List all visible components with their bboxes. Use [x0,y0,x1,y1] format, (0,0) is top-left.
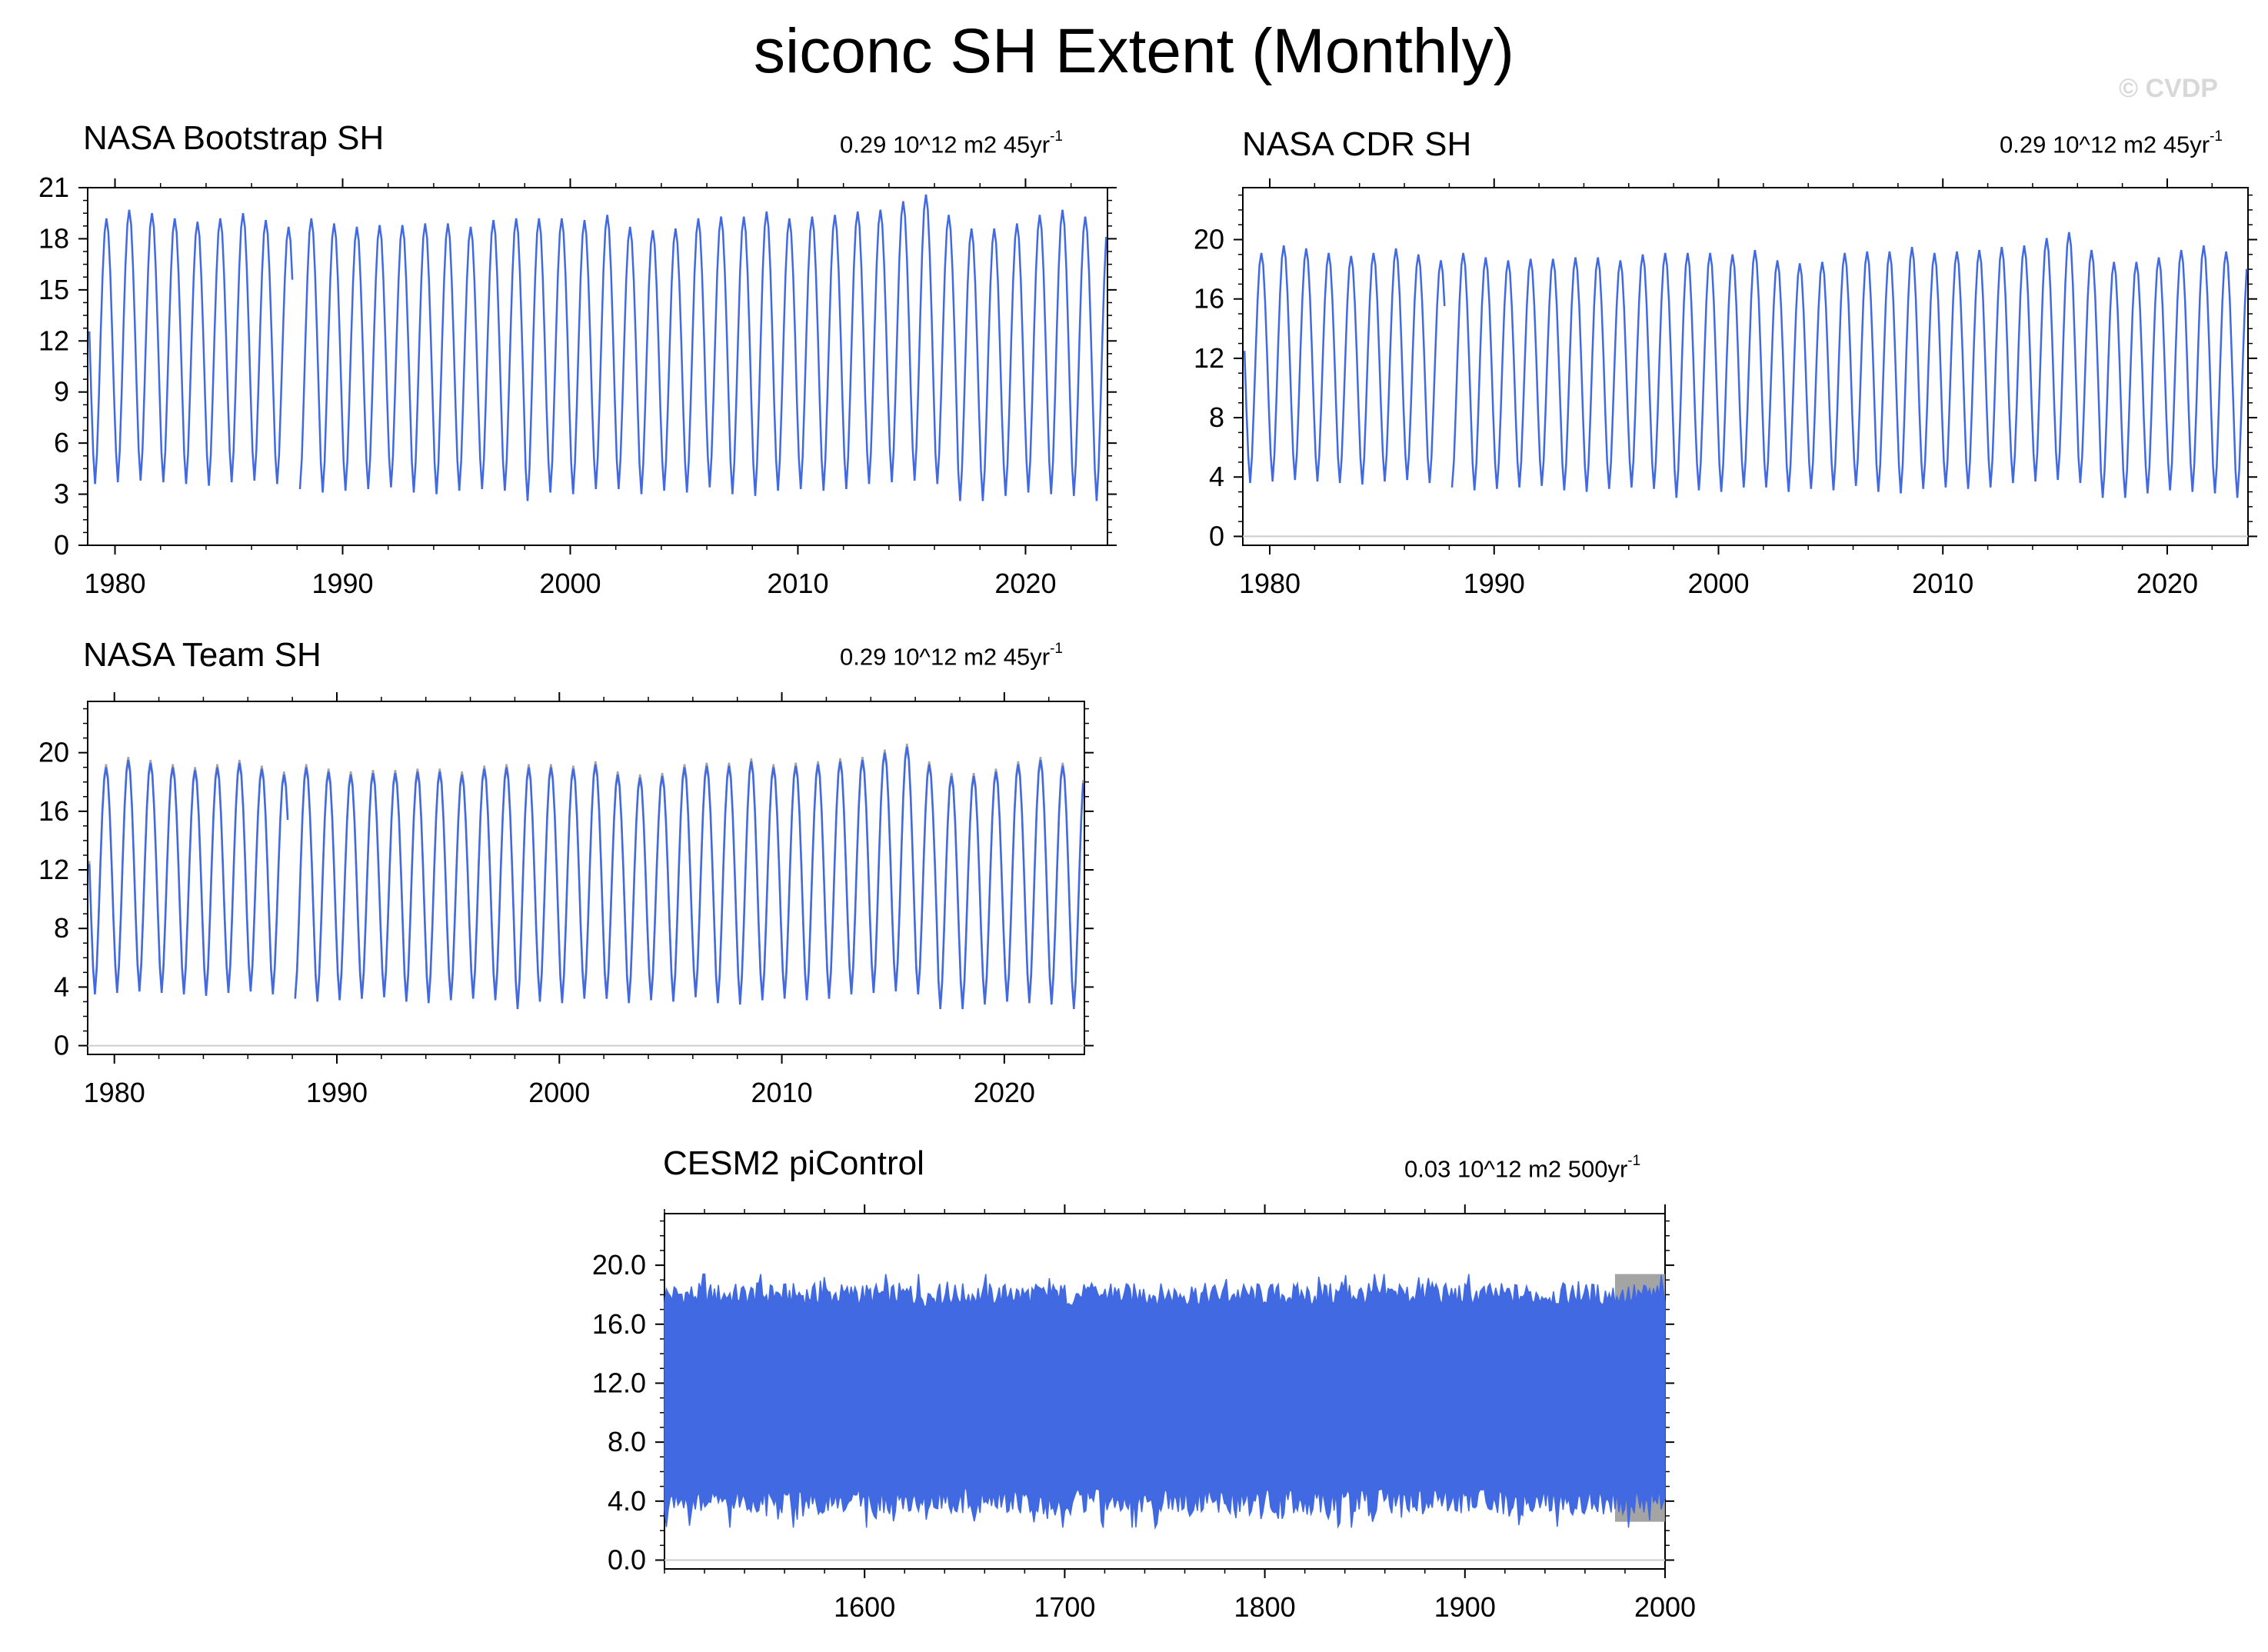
x-tick-label: 2010 [767,568,828,599]
y-tick-label: 3 [54,478,69,510]
x-tick-label: 2000 [1687,568,1749,599]
x-tick-label: 1990 [306,1077,368,1108]
x-tick-label: 2010 [1912,568,1973,599]
figure-title: siconc SH Extent (Monthly) [754,16,1514,86]
x-tick-label: 2000 [539,568,601,599]
y-tick-label: 9 [54,376,69,408]
y-tick-label: 12.0 [592,1367,646,1398]
y-tick-label: 0 [54,529,69,561]
panel-title-team: NASA Team SH [83,636,321,674]
series-line [88,209,294,486]
plot-frame [87,701,1085,1055]
x-tick-label: 2020 [974,1077,1035,1108]
y-tick-label: 20.0 [592,1249,646,1281]
x-tick-label: 1980 [84,1077,145,1108]
panel-title-bootstrap: NASA Bootstrap SH [83,119,385,157]
y-tick-label: 0 [54,1030,69,1061]
panel-trend-bootstrap: 0.29 10^12 m2 45yr-1 [840,128,1063,158]
panel-title-cesm2: CESM2 piControl [663,1144,924,1182]
y-tick-label: 4 [54,971,69,1002]
x-tick-label: 1990 [311,568,373,599]
x-tick-label: 1600 [834,1591,895,1623]
x-tick-label: 1700 [1034,1591,1095,1623]
y-tick-label: 12 [38,854,69,885]
y-tick-label: 12 [1194,342,1224,374]
y-tick-label: 4.0 [608,1485,646,1517]
panel-trend-cesm2: 0.03 10^12 m2 500yr-1 [1404,1153,1641,1183]
y-tick-label: 16 [38,795,69,827]
x-tick-label: 1980 [1239,568,1301,599]
x-tick-label: 1900 [1434,1591,1496,1623]
x-tick-label: 1980 [84,568,145,599]
x-tick-label: 2020 [2136,568,2198,599]
panel-trend-cdr: 0.29 10^12 m2 45yr-1 [2000,128,2223,158]
y-tick-label: 20 [1194,224,1224,255]
y-tick-label: 0.0 [608,1544,646,1575]
y-tick-label: 4 [1209,461,1224,492]
y-tick-label: 15 [38,274,69,305]
panel-trend-team: 0.29 10^12 m2 45yr-1 [840,641,1063,671]
x-tick-label: 1800 [1234,1591,1296,1623]
x-tick-label: 2000 [1634,1591,1696,1623]
series-line [88,760,289,996]
series-line [1243,245,1446,485]
x-tick-label: 2010 [751,1077,813,1108]
series-line [298,194,1107,501]
y-tick-label: 21 [38,172,69,203]
series-band [664,1273,1666,1530]
series-line [294,746,1084,1010]
y-tick-label: 8 [54,912,69,944]
x-tick-label: 2000 [528,1077,590,1108]
y-tick-label: 8 [1209,401,1224,433]
watermark: © CVDP [2119,74,2218,103]
plot-frame [1242,187,2249,546]
y-tick-label: 8.0 [608,1426,646,1457]
y-tick-label: 20 [38,737,69,768]
y-tick-label: 18 [38,222,69,254]
series-line [1450,231,2248,498]
x-tick-label: 2020 [994,568,1056,599]
y-tick-label: 0 [1209,520,1224,551]
y-tick-label: 16.0 [592,1308,646,1340]
y-tick-label: 12 [38,325,69,356]
panel-title-cdr: NASA CDR SH [1242,125,1472,163]
x-tick-label: 1990 [1464,568,1525,599]
y-tick-label: 16 [1194,283,1224,315]
y-tick-label: 6 [54,427,69,458]
